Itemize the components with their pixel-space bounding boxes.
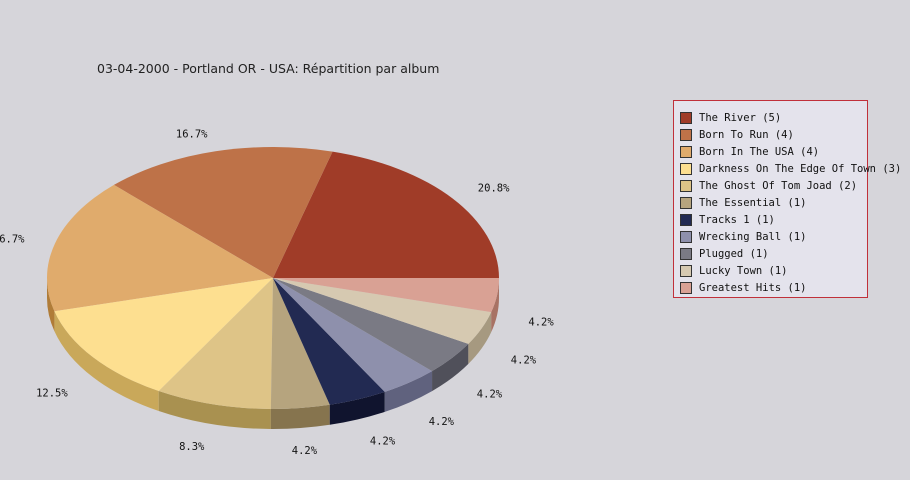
pie-slice (273, 278, 499, 313)
pie-slice (270, 278, 330, 409)
legend-label: The River (5) (699, 111, 782, 124)
legend-swatch (680, 162, 692, 175)
slice-percent-label: 4.2% (292, 445, 318, 457)
pie-slice (47, 184, 273, 312)
legend-swatch (680, 145, 692, 158)
legend-item: The Ghost Of Tom Joad (2) (680, 177, 867, 194)
slice-percent-label: 12.5% (36, 387, 68, 399)
slice-percent-label: 4.2% (370, 435, 396, 447)
legend-item: Born In The USA (4) (680, 143, 867, 160)
legend-item: Greatest Hits (1) (680, 279, 867, 296)
legend-swatch (680, 247, 692, 260)
legend-swatch (680, 179, 692, 192)
legend-swatch (680, 264, 692, 277)
legend-item: Darkness On The Edge Of Town (3) (680, 160, 901, 177)
legend-swatch (680, 196, 692, 209)
pie-slice-side (329, 391, 385, 425)
pie-slice (273, 278, 433, 392)
pie-slice-side (47, 278, 55, 332)
legend-item: Tracks 1 (1) (680, 211, 867, 228)
legend-label: Lucky Town (1) (699, 264, 788, 277)
pie-slice (273, 278, 469, 372)
slice-percent-label: 8.3% (179, 441, 205, 453)
legend-label: Darkness On The Edge Of Town (3) (699, 162, 902, 175)
chart-title: 03-04-2000 - Portland OR - USA: Répartit… (97, 61, 440, 76)
legend-swatch (680, 230, 692, 243)
pie-slice (273, 151, 499, 278)
legend-label: Plugged (1) (699, 247, 769, 260)
legend-item: Born To Run (4) (680, 126, 867, 143)
legend-label: Born To Run (4) (699, 128, 794, 141)
legend-swatch (680, 213, 692, 226)
legend-label: Born In The USA (4) (699, 145, 820, 158)
pie-slice (54, 278, 273, 392)
legend: The River (5) Born To Run (4) Born In The … (673, 100, 901, 298)
pie-slice-side (270, 404, 330, 429)
pie-slice-side (54, 311, 159, 412)
slice-percent-label: 16.7% (176, 129, 208, 141)
pie-slice-side (432, 343, 469, 392)
slice-percent-label: 4.2% (511, 355, 537, 367)
legend-swatch (680, 281, 692, 294)
legend-item: Plugged (1) (680, 245, 867, 262)
legend-item: Lucky Town (1) (680, 262, 867, 279)
legend-swatch (680, 111, 692, 124)
legend-label: Tracks 1 (1) (699, 213, 775, 226)
pie-slice-side (384, 371, 433, 412)
pie-slice (273, 278, 385, 405)
pie-slice (273, 278, 492, 344)
legend-item: The River (5) (680, 109, 867, 126)
pie-slice-side (158, 391, 271, 429)
slice-percent-label: 4.2% (477, 388, 503, 400)
pie-slice-side (491, 278, 499, 333)
legend-label: The Essential (1) (699, 196, 807, 209)
slice-percent-label: 20.8% (478, 182, 510, 194)
legend-item: Wrecking Ball (1) (680, 228, 867, 245)
slice-percent-label: 16.7% (0, 234, 25, 246)
slice-percent-label: 4.2% (429, 416, 455, 428)
legend-swatch (680, 128, 692, 141)
pie-slice (158, 278, 273, 409)
legend-item: The Essential (1) (680, 194, 867, 211)
pie-side-walls (47, 278, 499, 429)
pie-slice (113, 147, 333, 278)
slice-percent-label: 4.2% (528, 317, 554, 329)
pie-slice-side (468, 312, 492, 364)
legend-label: Wrecking Ball (1) (699, 230, 807, 243)
legend-label: The Ghost Of Tom Joad (2) (699, 179, 858, 192)
legend-label: Greatest Hits (1) (699, 281, 807, 294)
